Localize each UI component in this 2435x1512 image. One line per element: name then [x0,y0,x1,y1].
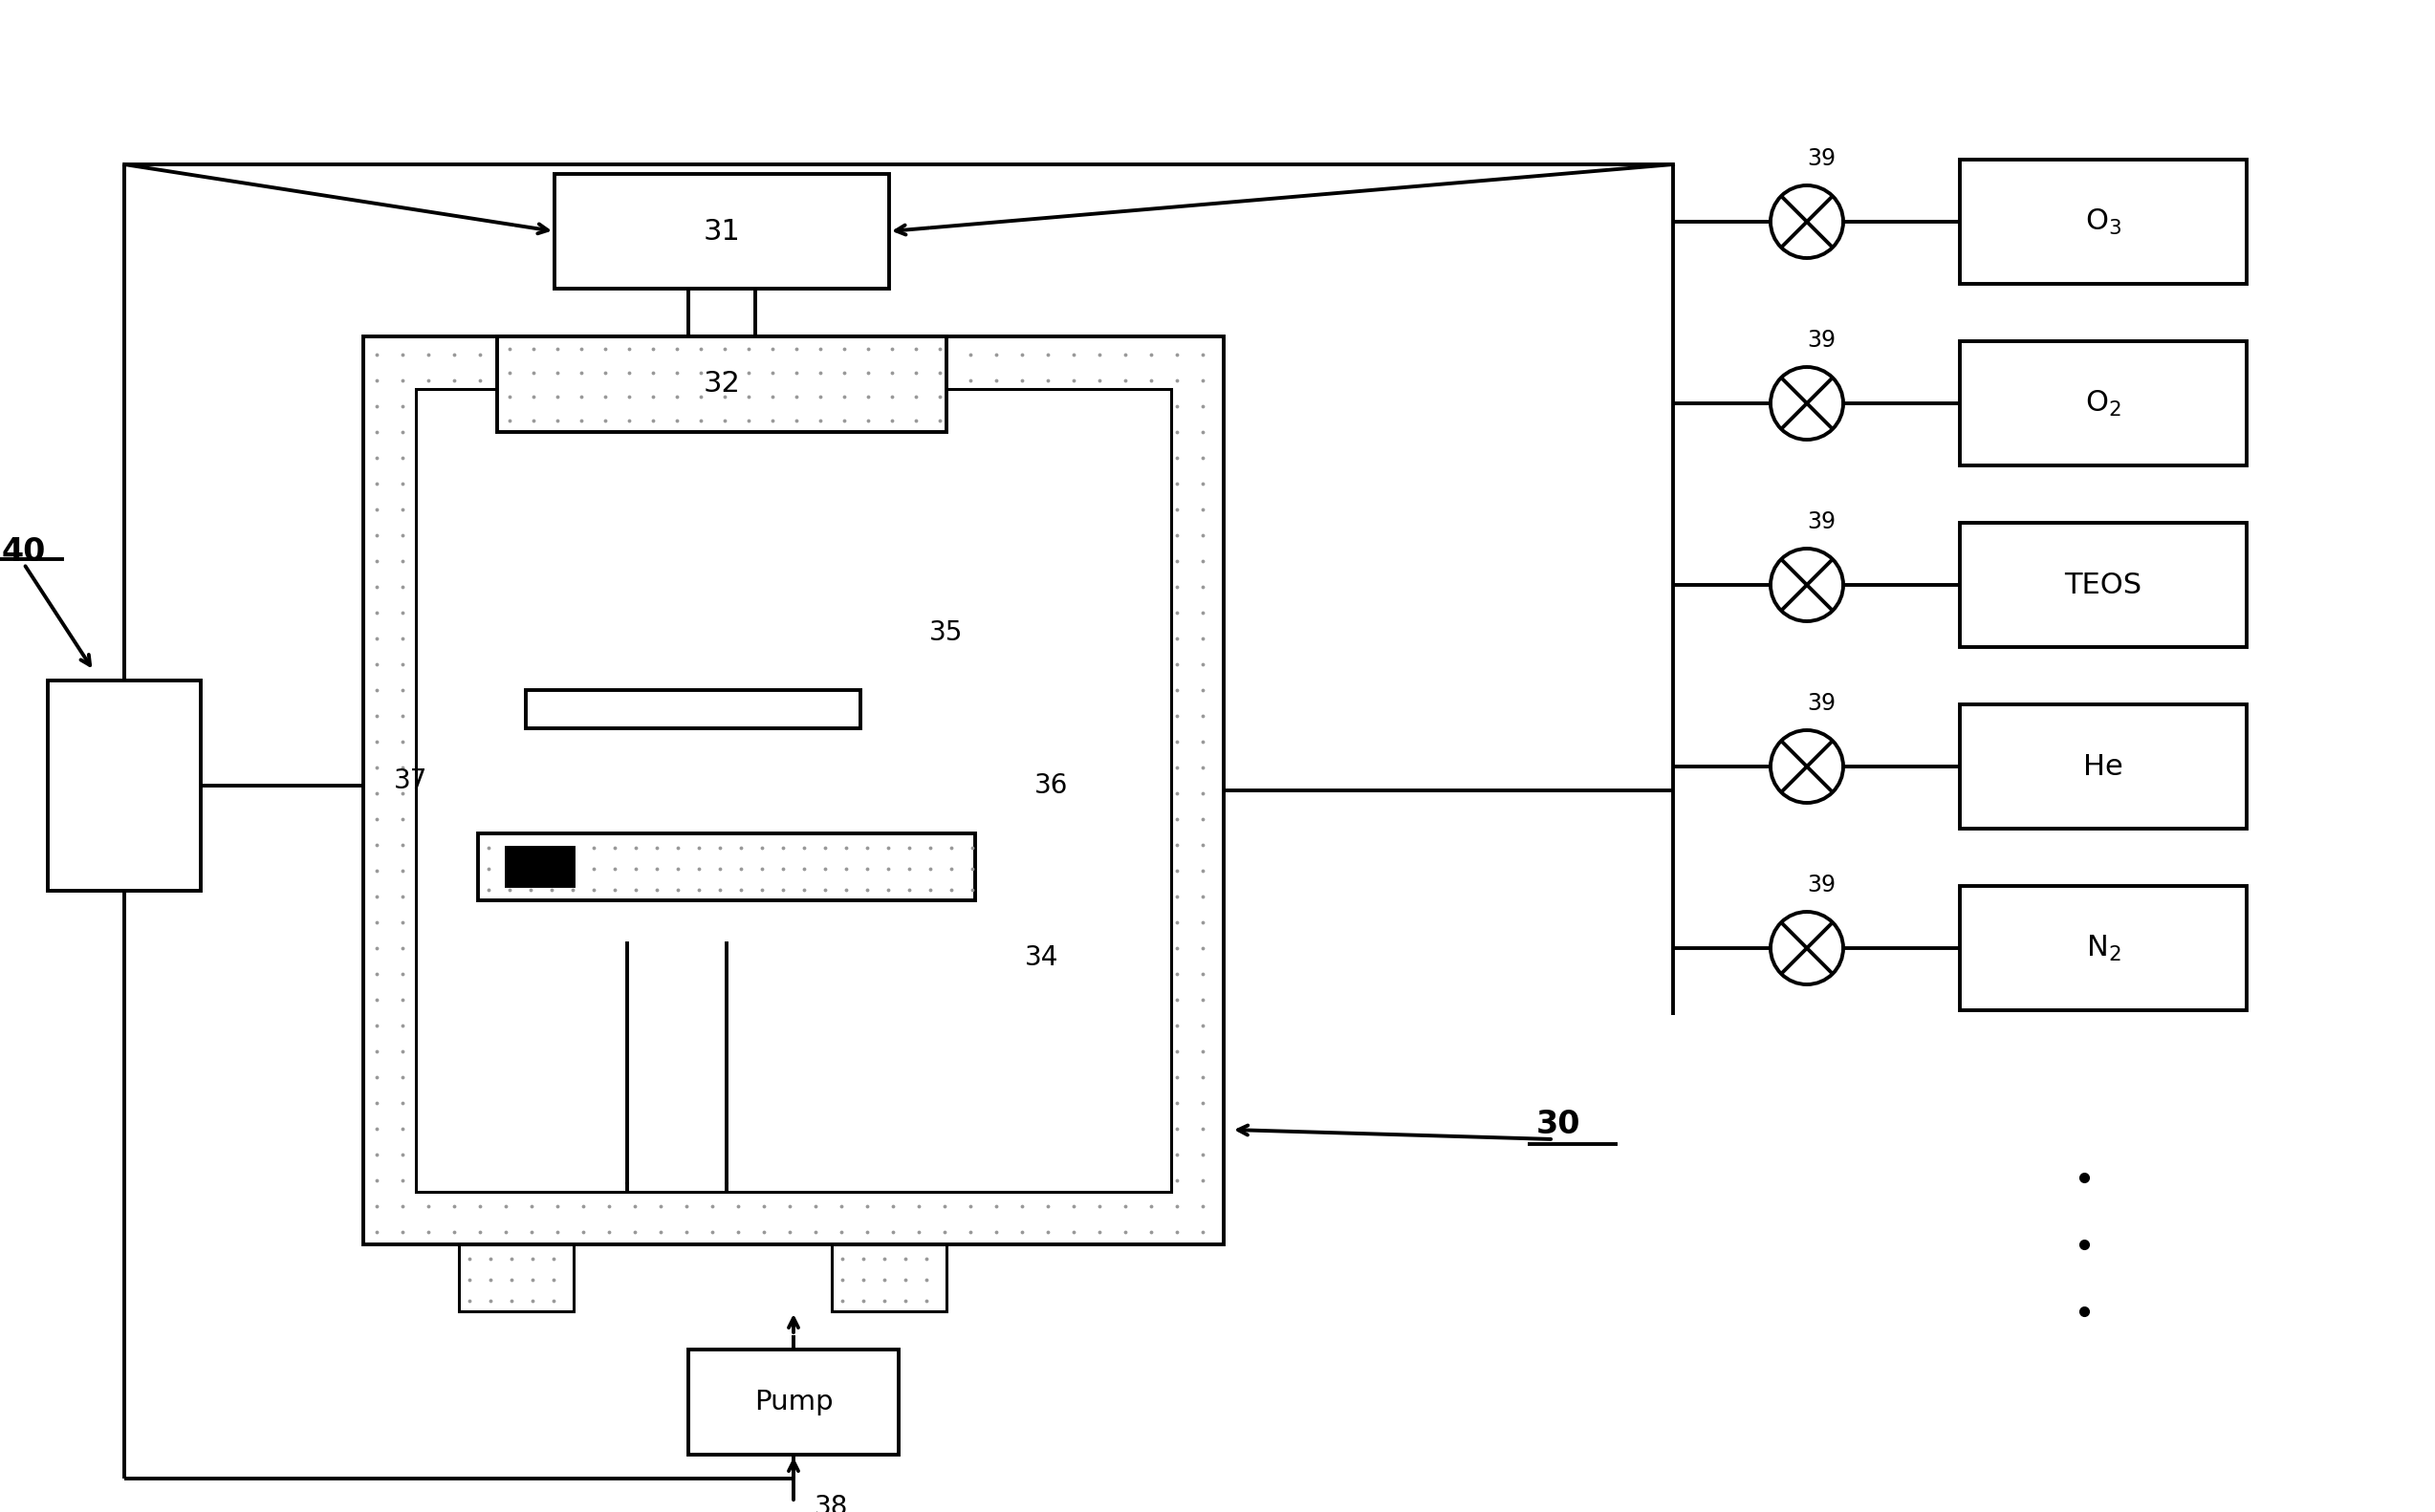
Bar [555,174,889,289]
Text: 30: 30 [1536,1110,1580,1140]
Text: O$_3$: O$_3$ [2084,207,2121,236]
Text: 31: 31 [704,218,740,245]
Bar [497,337,947,432]
Text: O$_2$: O$_2$ [2084,389,2121,419]
Text: 39: 39 [1807,874,1836,897]
Bar [49,680,200,891]
Text: N$_2$: N$_2$ [2087,933,2121,963]
Circle shape [1770,186,1843,259]
Bar [1960,523,2248,647]
Text: Pump: Pump [755,1388,833,1415]
Text: 39: 39 [1807,147,1836,171]
Text: 35: 35 [930,620,964,646]
Bar [416,389,1171,1191]
Bar [458,1244,575,1311]
Bar [1960,705,2248,829]
Circle shape [1770,912,1843,984]
Text: 38: 38 [816,1494,850,1512]
Bar [477,833,974,900]
Bar [689,1350,899,1455]
Bar [506,848,575,886]
Text: 32: 32 [704,370,740,398]
Bar [1960,342,2248,466]
Text: 34: 34 [1025,945,1059,971]
Circle shape [1770,367,1843,440]
Text: TEOS: TEOS [2065,572,2143,599]
Text: 39: 39 [1807,692,1836,715]
Circle shape [1770,549,1843,621]
Text: 40: 40 [2,535,46,567]
Text: 39: 39 [1807,328,1836,352]
Bar [1960,160,2248,284]
Text: 39: 39 [1807,511,1836,534]
Bar [1960,886,2248,1010]
Text: 36: 36 [1035,773,1069,798]
Bar [363,337,1225,1244]
Circle shape [1770,730,1843,803]
Text: He: He [2084,753,2123,780]
Text: 37: 37 [394,768,429,794]
Bar [526,689,860,729]
Bar [833,1244,947,1311]
